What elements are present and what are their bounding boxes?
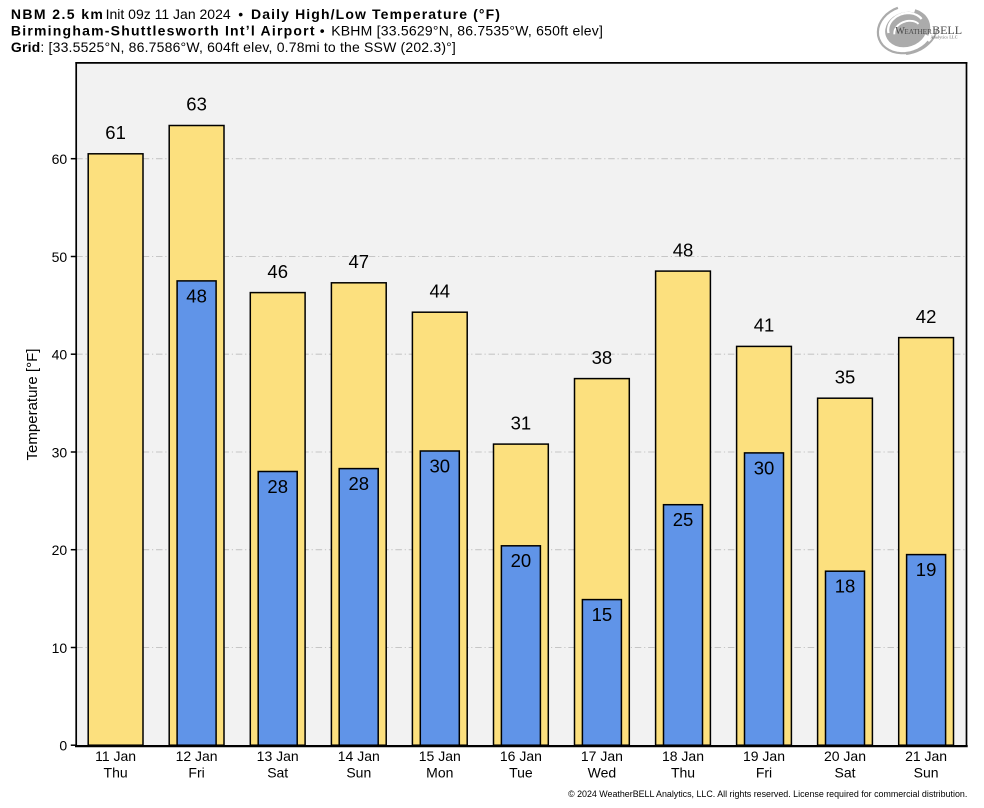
svg-text:30: 30 [52,444,68,460]
svg-text:20: 20 [52,542,68,558]
svg-text:Tue: Tue [509,765,533,781]
svg-text:Birmingham-Shuttlesworth Intʼl: Birmingham-Shuttlesworth Intʼl Airport • K… [11,22,603,38]
svg-text:50: 50 [52,249,68,265]
svg-text:18 Jan: 18 Jan [662,748,704,764]
svg-text:Fri: Fri [188,765,204,781]
svg-text:15: 15 [592,604,613,625]
svg-text:0: 0 [59,738,67,754]
svg-text:44: 44 [430,280,451,301]
svg-text:Grid: [33.5525°N, 86.7586°W, 6: Grid: [33.5525°N, 86.7586°W, 604ft elev,… [11,39,456,55]
svg-text:Thu: Thu [104,765,128,781]
svg-text:63: 63 [186,94,207,115]
svg-text:15 Jan: 15 Jan [419,748,461,764]
svg-text:12 Jan: 12 Jan [176,748,218,764]
svg-text:31: 31 [511,412,532,433]
svg-text:19 Jan: 19 Jan [743,748,785,764]
svg-text:42: 42 [916,306,937,327]
svg-text:Temperature [°F]: Temperature [°F] [24,349,41,461]
svg-text:48: 48 [186,285,207,306]
svg-text:16 Jan: 16 Jan [500,748,542,764]
svg-text:18: 18 [835,576,856,597]
svg-text:Sun: Sun [346,765,371,781]
svg-text:© 2024 WeatherBELL Analytics,: © 2024 WeatherBELL Analytics, LLC. All r… [568,789,967,799]
svg-text:14 Jan: 14 Jan [338,748,380,764]
svg-text:11 Jan: 11 Jan [95,748,136,764]
svg-text:60: 60 [52,151,68,167]
svg-text:17 Jan: 17 Jan [581,748,623,764]
svg-text:61: 61 [105,122,126,143]
svg-text:46: 46 [267,261,288,282]
svg-text:25: 25 [673,509,694,530]
svg-text:Sat: Sat [267,765,288,781]
svg-text:13 Jan: 13 Jan [257,748,299,764]
svg-text:WEATHERBELL: WEATHERBELL [895,23,962,37]
svg-text:Fri: Fri [756,765,772,781]
svg-text:38: 38 [592,347,613,368]
svg-text:10: 10 [52,640,68,656]
svg-text:Wed: Wed [588,765,617,781]
svg-text:28: 28 [267,476,288,497]
svg-text:40: 40 [52,347,68,363]
svg-text:Mon: Mon [426,765,453,781]
svg-text:19: 19 [916,559,937,580]
svg-text:41: 41 [754,315,775,336]
svg-text:Sat: Sat [834,765,855,781]
svg-text:20: 20 [511,550,532,571]
svg-text:30: 30 [430,455,451,476]
svg-text:35: 35 [835,366,856,387]
svg-text:Sun: Sun [914,765,939,781]
svg-text:Analytics LLC: Analytics LLC [931,35,958,40]
svg-text:NBM 2.5 kmInit 09z 11 Jan 2024: NBM 2.5 kmInit 09z 11 Jan 2024 • Daily Hig… [11,6,501,22]
svg-text:48: 48 [673,239,694,260]
svg-text:21 Jan: 21 Jan [905,748,947,764]
svg-text:20 Jan: 20 Jan [824,748,866,764]
svg-text:Thu: Thu [671,765,695,781]
svg-text:47: 47 [349,251,370,272]
svg-text:30: 30 [754,457,775,478]
svg-text:28: 28 [349,473,370,494]
